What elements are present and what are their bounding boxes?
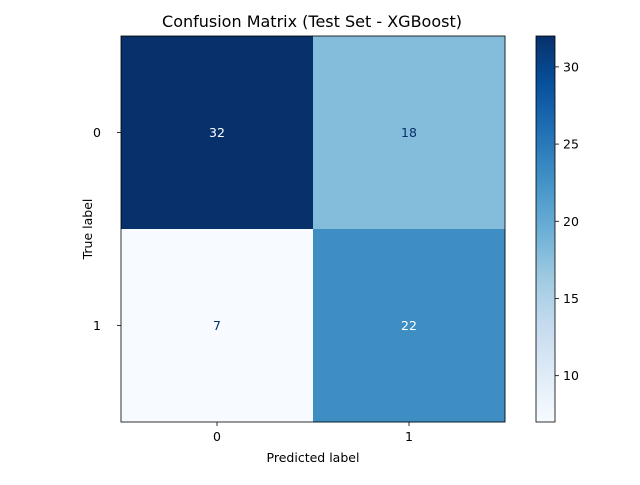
heatmap-cell <box>313 229 506 423</box>
colorbar-tick-label: 10 <box>563 368 579 383</box>
x-axis-label: Predicted label <box>267 450 360 465</box>
colorbar-tick-label: 15 <box>563 291 579 306</box>
heatmap-cell <box>313 36 506 230</box>
cell-value-label: 32 <box>209 125 225 140</box>
colorbar <box>535 35 556 423</box>
cell-value-label: 18 <box>401 125 417 140</box>
heatmap-cell <box>121 229 314 423</box>
y-tick-label: 1 <box>93 318 101 333</box>
colorbar-tick-label: 30 <box>563 59 579 74</box>
chart-title: Confusion Matrix (Test Set - XGBoost) <box>162 12 462 31</box>
y-axis-label: True label <box>80 199 95 261</box>
cell-value-label: 22 <box>401 318 417 333</box>
plot-frame <box>120 35 506 423</box>
y-tick-label: 0 <box>93 125 101 140</box>
x-tick-label: 1 <box>405 429 413 444</box>
colorbar-tick-label: 20 <box>563 214 579 229</box>
x-tick-label: 0 <box>213 429 221 444</box>
heatmap-cell <box>121 36 314 230</box>
cell-value-label: 7 <box>213 318 221 333</box>
heatmap-cells <box>121 36 506 423</box>
colorbar-ticks: 10 15 20 25 30 <box>555 59 579 383</box>
colorbar-tick-label: 25 <box>563 137 579 152</box>
heatmap-cell-labels: 32 18 7 22 <box>209 125 417 333</box>
y-axis-ticks: 01 <box>93 125 121 333</box>
